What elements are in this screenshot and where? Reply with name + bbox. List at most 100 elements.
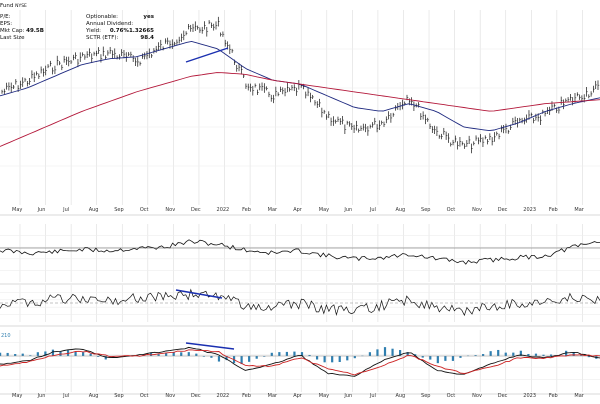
macd-histogram-bar (308, 354, 311, 356)
macd-histogram-bar (44, 351, 47, 356)
macd-signal-line (0, 349, 600, 376)
x-axis-label: May (12, 207, 22, 213)
x-axis-label-bottom: Jun (343, 393, 352, 399)
macd-histogram-bar (180, 352, 183, 356)
macd-histogram-bar (549, 354, 553, 356)
macd-value-label: 210 (1, 333, 11, 339)
macd-histogram-bar (270, 352, 273, 356)
macd-histogram-bar (406, 352, 409, 356)
macd-histogram-bar (285, 351, 288, 356)
macd-histogram-bar (353, 356, 356, 359)
x-axis-label-bottom: 2023 (523, 393, 536, 399)
macd-histogram-bar (519, 350, 522, 356)
macd-histogram-bar (331, 356, 334, 363)
optionable-label: Optionable: (86, 14, 118, 20)
x-axis-label-bottom: Jul (62, 393, 69, 399)
macd-histogram-bar (429, 356, 432, 360)
macd-histogram-bar (451, 356, 455, 361)
optionable-value: yes (143, 14, 154, 20)
x-axis-label-bottom: Nov (165, 393, 175, 399)
x-axis-label: Oct (140, 207, 149, 213)
x-axis-label: May (319, 207, 329, 213)
info-row: Mkt Cap: 49.5B (0, 28, 44, 35)
macd-histogram-bar (383, 347, 387, 356)
eps-label: EPS: (0, 21, 13, 27)
yield-label: Yield: (86, 28, 101, 34)
macd-histogram-bar (368, 352, 372, 356)
macd-histogram-bar (195, 353, 198, 356)
macd-histogram-bar (542, 354, 545, 356)
macd-histogram-bar (36, 352, 39, 356)
dividend-value: 1.32665 (128, 28, 154, 34)
x-axis-label: Jun (37, 207, 46, 213)
macd-histogram-bar (489, 351, 492, 356)
info-left: P/E: EPS: Mkt Cap: 49.5B Last Size (0, 14, 44, 42)
macd-histogram-bar (421, 356, 424, 358)
x-axis-label: Aug (395, 207, 405, 213)
price-trendline (185, 47, 229, 63)
macd-histogram-bar (51, 349, 55, 356)
macd-histogram-bar (278, 352, 281, 356)
mktcap-label: Mkt Cap: (0, 28, 25, 34)
macd-histogram-bar (210, 356, 213, 358)
indicator-2-line (0, 288, 600, 317)
macd-histogram-bar (346, 356, 349, 361)
moving-average-slow-line (0, 72, 600, 147)
x-axis-label-bottom: Apr (293, 393, 303, 399)
x-axis-label-bottom: Aug (395, 393, 405, 399)
sctr-label: SCTR (ETF): (86, 35, 119, 41)
macd-histogram-bar (0, 352, 2, 356)
macd-histogram-bar (74, 351, 77, 356)
x-axis-label-bottom: Nov (472, 393, 482, 399)
info-row: Annual Dividend: 1.32665 (86, 21, 154, 34)
pe-label: P/E: (0, 14, 11, 20)
x-axis-label-bottom: Aug (89, 393, 99, 399)
x-axis-label: Jun (343, 207, 352, 213)
yield-value: 0.76% (109, 28, 129, 34)
x-axis-label: Oct (447, 207, 456, 213)
info-row: EPS: (0, 21, 44, 28)
macd-histogram-bar (323, 356, 326, 363)
macd-histogram-bar (527, 353, 530, 356)
macd-histogram-bar (580, 355, 583, 356)
x-axis-label: Jul (369, 207, 376, 213)
x-axis-label: Feb (242, 207, 251, 213)
macd-trendline (185, 342, 235, 350)
x-axis-label-bottom: Dec (191, 393, 201, 399)
x-axis-label: Mar (268, 207, 278, 213)
macd-histogram-bar (112, 356, 115, 358)
x-axis-label-bottom: May (12, 393, 22, 399)
x-axis-label: Sep (421, 207, 430, 213)
sctr-value: 98.4 (140, 35, 154, 41)
x-axis-label: Sep (114, 207, 123, 213)
x-axis-label-bottom: Jun (37, 393, 46, 399)
macd-histogram-bar (29, 355, 32, 356)
x-axis-label-bottom: Sep (114, 393, 123, 399)
x-axis-label-bottom: Dec (498, 393, 508, 399)
x-axis-label-bottom: 2022 (217, 393, 230, 399)
macd-histogram-bar (482, 354, 485, 356)
macd-histogram-bar (6, 352, 9, 356)
x-axis-label: Dec (498, 207, 508, 213)
macd-histogram-bar (97, 356, 100, 357)
macd-histogram-bar (240, 356, 243, 365)
macd-histogram-bar (225, 356, 228, 361)
lastsize-label: Last Size (0, 35, 25, 41)
macd-histogram-bar (300, 352, 304, 356)
info-row: Last Size (0, 35, 44, 42)
indicator-1-line (0, 239, 600, 265)
x-axis-label: Dec (191, 207, 201, 213)
x-axis-label-bottom: Feb (549, 393, 558, 399)
moving-average-fast-line (0, 40, 600, 132)
info-row: Yield: 0.76% (86, 28, 154, 35)
macd-histogram-bar (497, 349, 500, 356)
fund-label: Fund (0, 3, 14, 9)
x-axis-label: Feb (549, 207, 558, 213)
info-right: Optionable: yes Annual Dividend: 1.32665 Y… (86, 14, 154, 42)
macd-histogram-bar (217, 356, 221, 362)
macd-histogram-bar (248, 356, 251, 362)
macd-histogram-bar (534, 353, 538, 356)
x-axis-label: Apr (293, 207, 303, 213)
